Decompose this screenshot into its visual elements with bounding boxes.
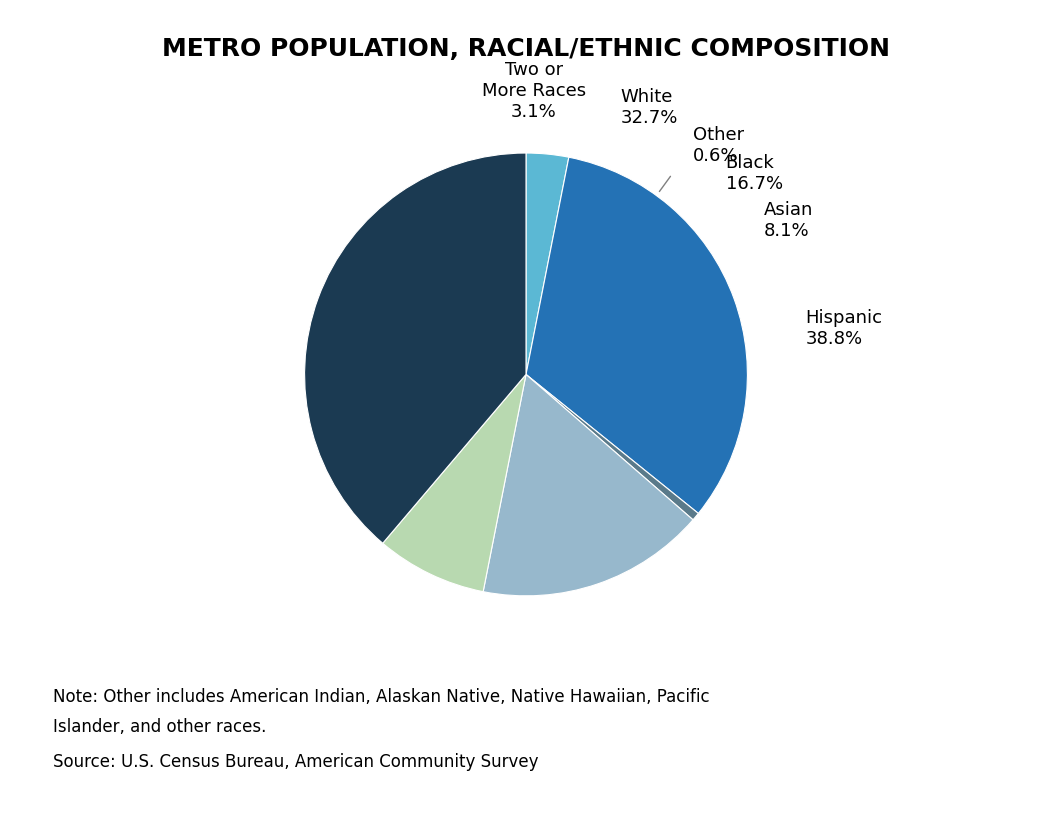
Text: Source: U.S. Census Bureau, American Community Survey: Source: U.S. Census Bureau, American Com… bbox=[53, 753, 539, 771]
Text: Other
0.6%: Other 0.6% bbox=[693, 126, 744, 165]
Text: Hispanic
38.8%: Hispanic 38.8% bbox=[806, 309, 883, 348]
Text: Note: Other includes American Indian, Alaskan Native, Native Hawaiian, Pacific: Note: Other includes American Indian, Al… bbox=[53, 688, 709, 706]
Text: White
32.7%: White 32.7% bbox=[621, 88, 677, 127]
Text: Asian
8.1%: Asian 8.1% bbox=[764, 201, 813, 240]
Wedge shape bbox=[383, 374, 526, 592]
Wedge shape bbox=[483, 374, 693, 596]
Text: Two or
More Races
3.1%: Two or More Races 3.1% bbox=[482, 61, 586, 121]
Wedge shape bbox=[305, 153, 526, 543]
Text: Islander, and other races.: Islander, and other races. bbox=[53, 718, 266, 736]
Wedge shape bbox=[526, 374, 699, 520]
Text: Black
16.7%: Black 16.7% bbox=[726, 154, 783, 193]
Wedge shape bbox=[526, 153, 569, 374]
Text: METRO POPULATION, RACIAL/ETHNIC COMPOSITION: METRO POPULATION, RACIAL/ETHNIC COMPOSIT… bbox=[162, 37, 890, 60]
Wedge shape bbox=[526, 157, 747, 514]
